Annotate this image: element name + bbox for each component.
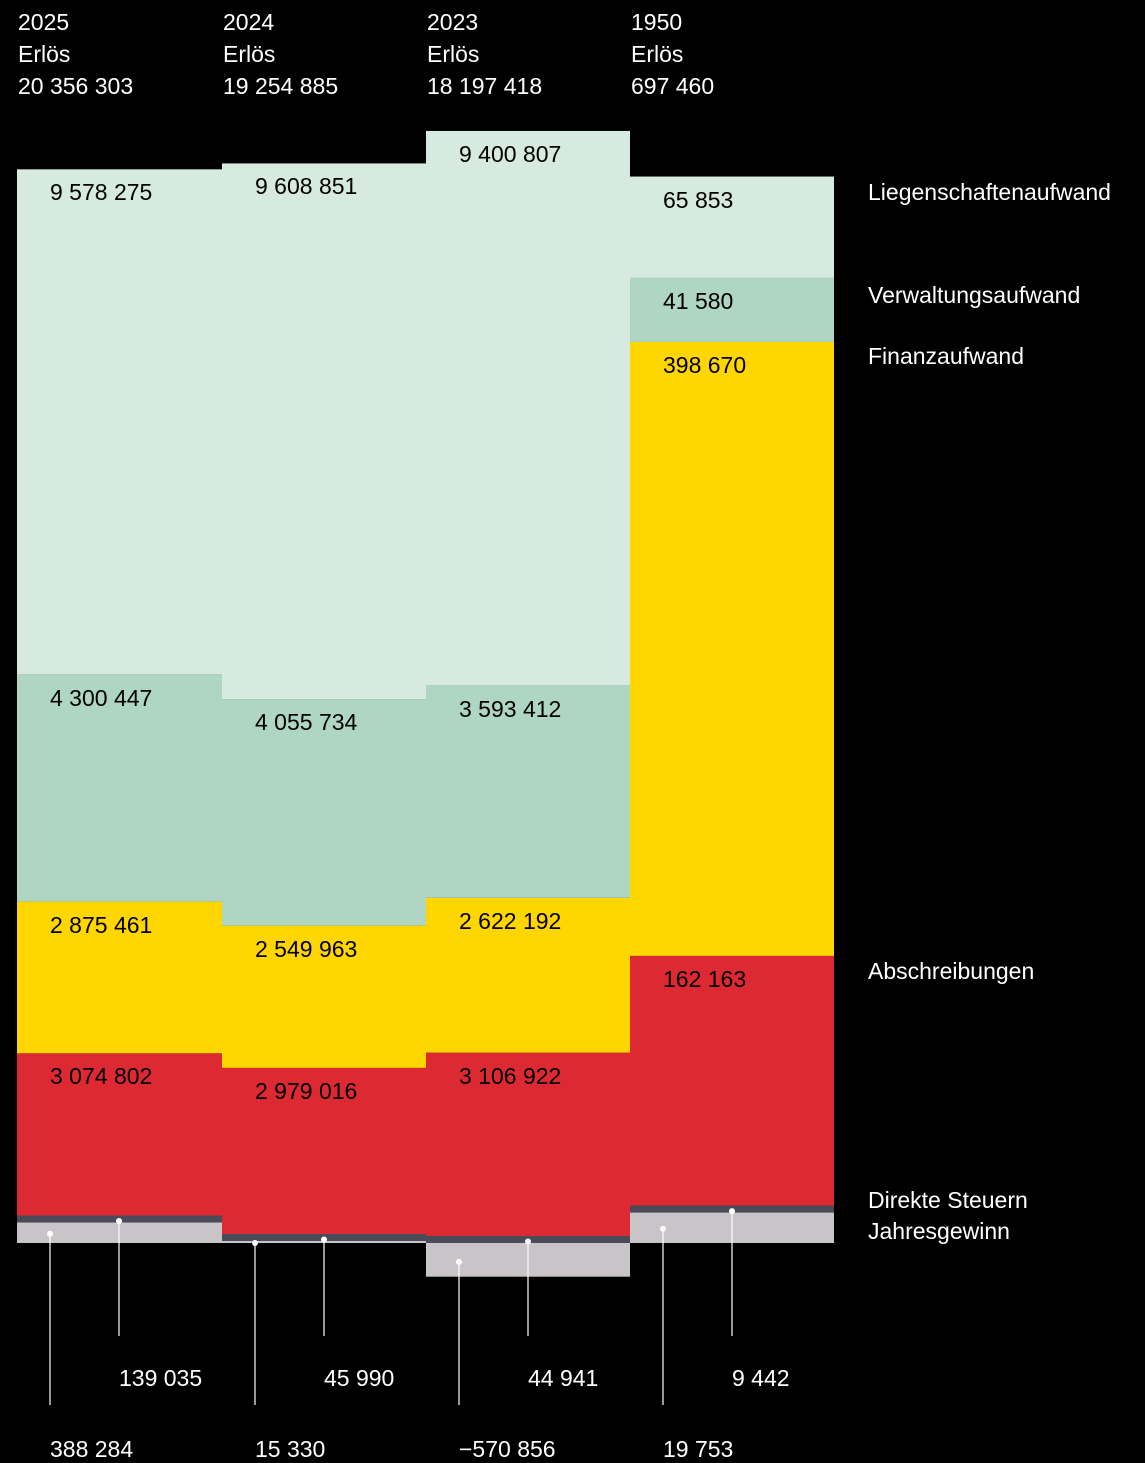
value-label-2025-1: 4 300 447 (50, 684, 153, 711)
bar-1950-liegenschaftenaufwand (630, 176, 834, 278)
header-revenue-label: Erlös (631, 41, 684, 67)
bar-2023-finanzaufwand (426, 897, 630, 1053)
value-label-1950-0: 65 853 (663, 186, 734, 213)
tax-value-1950: 9 442 (732, 1365, 790, 1391)
profit-value-2024: 15 330 (255, 1436, 326, 1462)
value-label-2023-2: 2 622 192 (459, 907, 562, 934)
bar-1950-verwaltungsaufwand (630, 277, 834, 342)
value-label-2023-1: 3 593 412 (459, 695, 562, 722)
header-year: 2023 (427, 9, 479, 35)
column-header-2023: 2023 Erlös 18 197 418 (427, 6, 627, 102)
value-label-2025-3: 3 074 802 (50, 1063, 153, 1090)
bar-2025-verwaltungsaufwand (17, 674, 222, 902)
tax-value-2023: 44 941 (528, 1365, 599, 1391)
bar-2024-finanzaufwand (222, 925, 426, 1068)
header-revenue-label: Erlös (18, 41, 71, 67)
category-label-finanzaufwand: Finanzaufwand (868, 343, 1024, 369)
column-header-1950: 1950 Erlös 697 460 (631, 6, 831, 102)
category-label-verwaltungsaufwand: Verwaltungsaufwand (868, 282, 1081, 308)
bar-1950-abschreibungen (630, 955, 834, 1206)
header-revenue-label: Erlös (223, 41, 276, 67)
category-label-liegenschaftenaufwand: Liegenschaftenaufwand (868, 179, 1111, 205)
header-year: 1950 (631, 9, 683, 35)
value-label-2025-0: 9 578 275 (50, 179, 153, 206)
profit-value-2025: 388 284 (50, 1436, 134, 1462)
bar-2024-verwaltungsaufwand (222, 699, 426, 926)
leader-dot-tax-2025 (116, 1218, 122, 1225)
bar-1950-finanzaufwand (630, 341, 834, 956)
leader-dot-tax-2024 (321, 1236, 327, 1243)
category-label-direkte-steuern: Direkte Steuern (868, 1187, 1028, 1213)
bar-2025-liegenschaftenaufwand (17, 169, 222, 675)
header-year: 2025 (18, 9, 70, 35)
leader-dot-profit-2023 (456, 1258, 462, 1265)
bar-2025-finanzaufwand (17, 901, 222, 1054)
value-label-1950-1: 41 580 (663, 287, 734, 314)
tax-value-2025: 139 035 (119, 1365, 203, 1391)
column-header-2025: 2025 Erlös 20 356 303 (18, 6, 218, 102)
leader-dot-tax-2023 (525, 1238, 531, 1245)
bar-2024-abschreibungen (222, 1067, 426, 1234)
header-revenue: 697 460 (631, 73, 715, 99)
value-label-1950-3: 162 163 (663, 965, 747, 992)
category-label-abschreibungen: Abschreibungen (868, 958, 1035, 984)
bar-2023-abschreibungen (426, 1052, 630, 1236)
profit-value-2023: −570 856 (459, 1436, 556, 1462)
bar-2025-abschreibungen (17, 1053, 222, 1216)
value-label-2024-2: 2 549 963 (255, 935, 358, 962)
leader-dot-profit-1950 (660, 1225, 666, 1232)
value-label-2024-1: 4 055 734 (255, 709, 358, 736)
bar-2023-verwaltungsaufwand (426, 685, 630, 898)
category-label-jahresgewinn: Jahresgewinn (868, 1218, 1010, 1244)
value-label-2025-2: 2 875 461 (50, 911, 153, 938)
header-revenue: 18 197 418 (427, 73, 543, 99)
value-label-2024-3: 2 979 016 (255, 1077, 358, 1104)
column-header-2024: 2024 Erlös 19 254 885 (223, 6, 423, 102)
bar-2023-liegenschaftenaufwand (426, 130, 630, 686)
leader-dot-tax-1950 (729, 1208, 735, 1215)
profit-value-1950: 19 753 (663, 1436, 734, 1462)
value-label-2024-0: 9 608 851 (255, 173, 358, 200)
value-label-1950-2: 398 670 (663, 351, 747, 378)
leader-dot-profit-2025 (47, 1230, 53, 1237)
leader-dot-profit-2024 (252, 1240, 258, 1246)
bar-2024-liegenschaftenaufwand (222, 163, 426, 700)
value-label-2023-3: 3 106 922 (459, 1062, 562, 1089)
header-year: 2024 (223, 9, 275, 35)
header-revenue: 19 254 885 (223, 73, 339, 99)
value-label-2023-0: 9 400 807 (459, 140, 562, 167)
header-revenue-label: Erlös (427, 41, 480, 67)
tax-value-2024: 45 990 (324, 1365, 395, 1391)
header-revenue: 20 356 303 (18, 73, 134, 99)
